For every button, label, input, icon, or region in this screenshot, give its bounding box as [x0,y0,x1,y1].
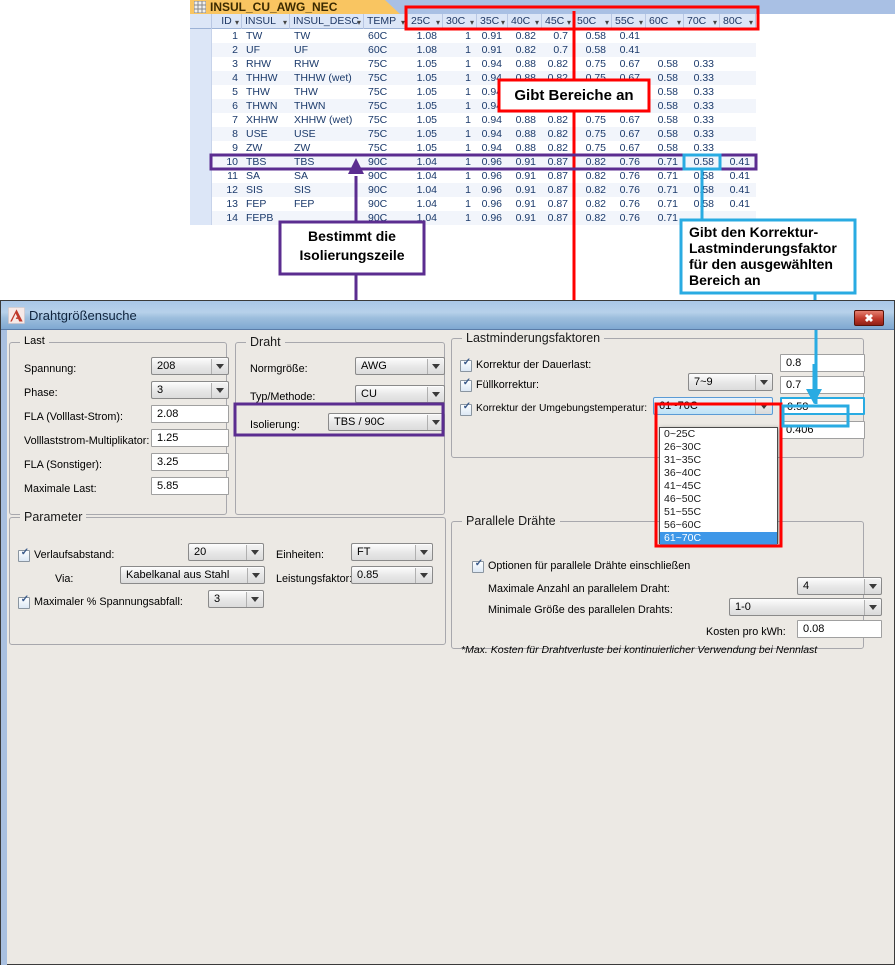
svg-text:Bereich an: Bereich an [689,272,761,288]
svg-text:Isolierungszeile: Isolierungszeile [299,247,404,263]
svg-text:Lastminderungsfaktor: Lastminderungsfaktor [689,240,837,256]
svg-text:Bestimmt die: Bestimmt die [308,228,396,244]
svg-text:für den ausgewählten: für den ausgewählten [689,256,833,272]
